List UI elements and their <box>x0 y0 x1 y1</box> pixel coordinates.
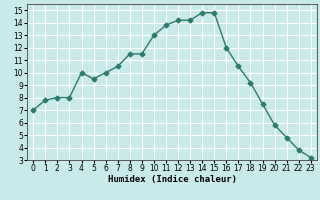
X-axis label: Humidex (Indice chaleur): Humidex (Indice chaleur) <box>108 175 236 184</box>
